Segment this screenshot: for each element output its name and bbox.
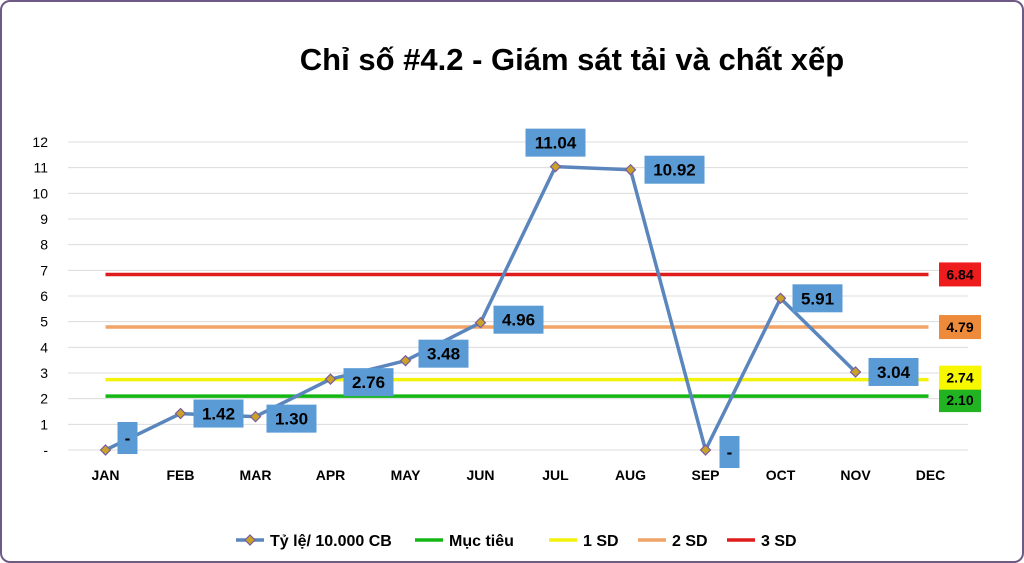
- legend-label: Mục tiêu: [449, 533, 514, 550]
- data-point: [774, 292, 787, 305]
- data-point: [549, 160, 562, 173]
- legend-item: Tỷ lệ/ 10.000 CB: [236, 533, 392, 550]
- y-tick-label: 11: [33, 160, 48, 176]
- reference-label: 2.10: [946, 392, 973, 408]
- data-point: [699, 444, 712, 456]
- y-tick-label: 5: [40, 314, 48, 330]
- data-label: 3.04: [877, 363, 911, 382]
- x-tick-label: JAN: [91, 467, 119, 483]
- y-tick-label: 8: [40, 237, 48, 253]
- y-tick-label: 9: [40, 211, 48, 227]
- x-tick-label: MAY: [391, 467, 421, 483]
- data-point: [249, 410, 262, 423]
- data-labels: - 1.42 1.30 2.76 3.48 4.96 11.04 10.92 - 5.91 3.04: [117, 128, 919, 468]
- y-tick-label: 2: [40, 391, 48, 407]
- data-label-box: [193, 399, 244, 428]
- legend-label: 3 SD: [761, 533, 797, 550]
- legend-item: 1 SD: [549, 533, 619, 550]
- legend-label: 1 SD: [583, 533, 619, 550]
- data-label: 3.48: [427, 345, 460, 364]
- reference-label-box: [939, 388, 981, 413]
- data-label: 11.04: [535, 134, 577, 153]
- data-label: 2.76: [352, 373, 385, 392]
- data-label-box: [418, 339, 469, 368]
- x-tick-label: JUL: [542, 467, 569, 483]
- y-tick-label: 6: [40, 288, 48, 304]
- chart-legend: Tỷ lệ/ 10.000 CB Mục tiêu 1 SD 2 SD 3 SD: [236, 533, 797, 550]
- legend-item: 3 SD: [727, 533, 797, 550]
- reference-label-box: [939, 365, 981, 390]
- reference-label: 6.84: [946, 266, 973, 282]
- data-point: [474, 316, 487, 329]
- reference-label: 4.79: [946, 319, 973, 335]
- data-label-box: [792, 284, 843, 313]
- x-tick-label: OCT: [766, 467, 796, 483]
- reference-lines: 2.10 2.74 4.79 6.84: [105, 262, 981, 413]
- x-tick-label: SEP: [691, 467, 719, 483]
- data-label: 1.42: [202, 405, 235, 424]
- data-label-box: [644, 155, 705, 184]
- data-label: -: [125, 429, 131, 448]
- data-point: [324, 373, 337, 386]
- x-tick-label: AUG: [615, 467, 646, 483]
- x-tick-label: JUN: [466, 467, 494, 483]
- y-tick-label: -: [43, 442, 48, 458]
- x-tick-label: NOV: [840, 467, 871, 483]
- reference-label-box: [939, 262, 981, 287]
- data-label: -: [727, 443, 733, 462]
- legend-label: 2 SD: [672, 533, 708, 550]
- data-label: 10.92: [653, 161, 696, 180]
- legend-item: Mục tiêu: [415, 533, 514, 550]
- data-label: 5.91: [801, 289, 834, 308]
- y-tick-label: 12: [32, 134, 48, 150]
- reference-label: 2.74: [946, 370, 973, 386]
- legend-label: Tỷ lệ/ 10.000 CB: [270, 533, 392, 550]
- data-point: [174, 407, 187, 420]
- y-tick-label: 3: [40, 365, 48, 381]
- data-label-box: [266, 404, 317, 433]
- data-label: 1.30: [275, 410, 308, 429]
- chart-title: Chỉ số #4.2 - Giám sát tải và chất xếp: [300, 42, 844, 77]
- data-label-box: [719, 436, 740, 468]
- reference-label-box: [939, 315, 981, 340]
- legend-marker: [244, 534, 256, 546]
- x-tick-label: DEC: [916, 467, 946, 483]
- y-tick-label: 10: [32, 185, 48, 201]
- data-label-box: [525, 128, 586, 157]
- data-point: [99, 444, 112, 456]
- x-tick-label: FEB: [167, 467, 195, 483]
- y-tick-label: 7: [40, 262, 48, 278]
- y-tick-label: 1: [40, 416, 48, 432]
- x-tick-label: MAR: [240, 467, 272, 483]
- data-point: [849, 366, 862, 378]
- legend-item: 2 SD: [638, 533, 708, 550]
- data-point: [624, 163, 637, 176]
- x-tick-label: APR: [316, 467, 346, 483]
- data-point: [399, 354, 412, 367]
- data-label-box: [493, 305, 544, 334]
- y-tick-label: 4: [40, 339, 48, 355]
- data-label: 4.96: [502, 311, 535, 330]
- data-label-box: [868, 357, 919, 386]
- data-label-box: [343, 368, 394, 397]
- data-label-box: [117, 422, 138, 454]
